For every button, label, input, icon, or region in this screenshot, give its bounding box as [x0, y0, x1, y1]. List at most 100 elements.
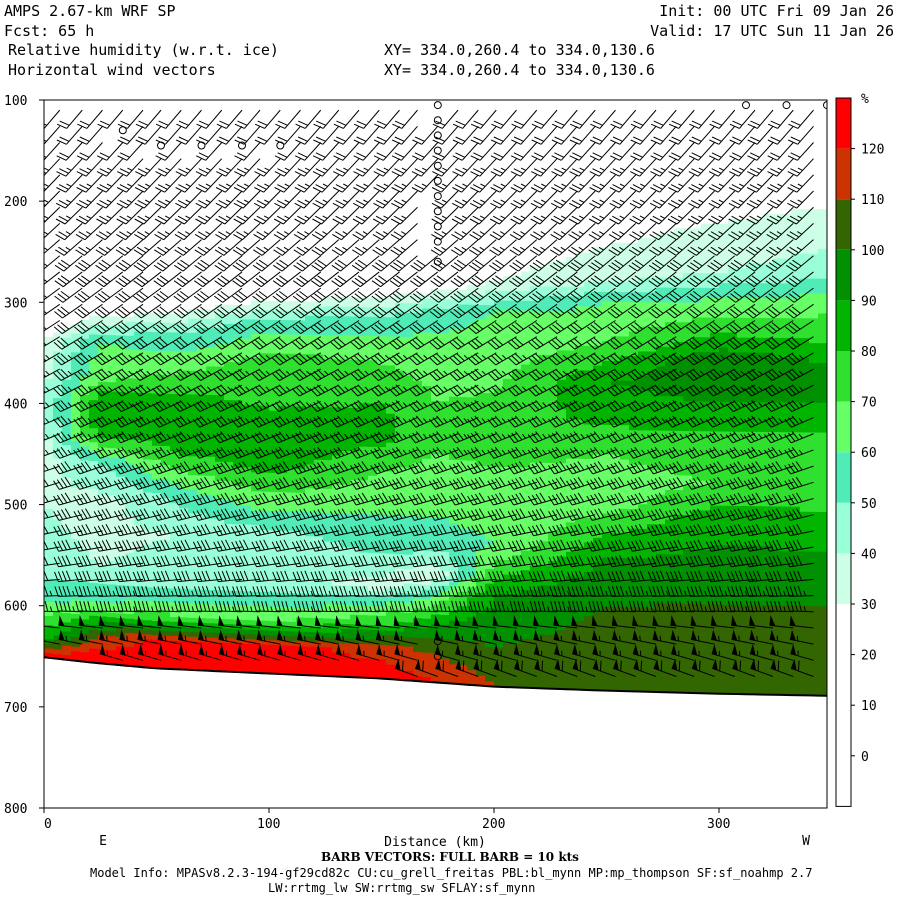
rh-cell [593, 390, 603, 396]
rh-cell [503, 672, 513, 678]
rh-cell [206, 347, 216, 353]
rh-cell [134, 468, 144, 474]
rh-cell [530, 379, 540, 385]
rh-cell [323, 311, 333, 317]
rh-cell [143, 317, 153, 323]
rh-cell [350, 359, 360, 366]
rh-cell [395, 476, 405, 483]
rh-cell [260, 525, 270, 531]
rh-cell [557, 365, 567, 371]
rh-cell [548, 678, 558, 685]
rh-cell [566, 664, 576, 671]
rh-cell [440, 328, 450, 334]
rh-cell [143, 520, 153, 527]
rh-cell [188, 499, 198, 505]
rh-cell [413, 526, 423, 532]
rh-cell [89, 325, 99, 331]
rh-cell [80, 394, 90, 401]
rh-cell [593, 434, 603, 441]
rh-cell [206, 528, 216, 534]
rh-cell [530, 580, 540, 586]
rh-cell [143, 440, 153, 446]
rh-cell [467, 665, 477, 671]
rh-cell [143, 634, 153, 640]
rh-cell [476, 583, 486, 589]
rh-cell [431, 541, 441, 548]
rh-cell [287, 511, 297, 518]
rh-cell [458, 518, 468, 525]
rh-cell [152, 474, 162, 480]
rh-cell [260, 572, 270, 579]
rh-cell [143, 450, 153, 456]
rh-cell [530, 609, 540, 616]
rh-cell [323, 464, 333, 471]
rh-cell [206, 380, 216, 387]
rh-cell [521, 511, 531, 517]
rh-cell [242, 529, 252, 535]
rh-cell [422, 647, 432, 654]
rh-cell [80, 455, 90, 461]
rh-cell [422, 638, 432, 644]
rh-cell [476, 490, 486, 496]
rh-cell [350, 658, 360, 664]
rh-cell [179, 517, 189, 524]
rh-cell [44, 378, 54, 385]
rh-cell [458, 294, 468, 301]
rh-cell [593, 414, 603, 421]
rh-cell [503, 290, 513, 297]
rh-cell [584, 380, 594, 386]
rh-cell [188, 503, 198, 510]
rh-cell [62, 403, 72, 409]
rh-cell [260, 563, 270, 569]
rh-cell [242, 419, 252, 425]
rh-cell [161, 574, 171, 580]
rh-cell [242, 314, 252, 321]
rh-cell [233, 552, 243, 559]
rh-cell [395, 385, 405, 391]
rh-cell [458, 479, 468, 486]
rh-cell [602, 351, 612, 357]
rh-cell [593, 508, 603, 514]
rh-cell [386, 447, 396, 453]
rh-cell [53, 467, 63, 474]
rh-cell [602, 483, 612, 490]
rh-cell [485, 442, 495, 448]
rh-cell [476, 344, 486, 350]
rh-cell [332, 594, 342, 601]
rh-cell [440, 673, 450, 679]
rh-cell [440, 308, 450, 315]
rh-cell [422, 526, 432, 533]
rh-cell [287, 301, 297, 307]
rh-cell [323, 325, 333, 332]
rh-cell [143, 620, 153, 626]
rh-cell [521, 340, 531, 346]
rh-cell [413, 317, 423, 324]
rh-cell [377, 374, 387, 381]
rh-cell [260, 644, 270, 650]
rh-cell [575, 620, 585, 627]
rh-cell [368, 644, 378, 650]
rh-cell [593, 572, 603, 578]
rh-cell [602, 567, 612, 574]
rh-cell [134, 506, 144, 512]
rh-cell [296, 545, 306, 551]
rh-cell [224, 352, 234, 358]
rh-cell [296, 329, 306, 336]
rh-cell [377, 490, 387, 496]
rh-cell [359, 605, 369, 611]
rh-cell [215, 537, 225, 544]
rh-cell [377, 625, 387, 631]
rh-cell [188, 632, 198, 638]
rh-cell [350, 465, 360, 472]
rh-cell [377, 350, 387, 357]
rh-cell [224, 428, 234, 435]
rh-cell [116, 354, 126, 360]
rh-cell [413, 380, 423, 387]
rh-cell [359, 518, 369, 525]
rh-cell [494, 657, 504, 663]
rh-cell [134, 562, 144, 569]
rh-cell [341, 431, 351, 438]
rh-cell [197, 413, 207, 420]
rh-cell [404, 341, 414, 348]
rh-cell [125, 486, 135, 493]
